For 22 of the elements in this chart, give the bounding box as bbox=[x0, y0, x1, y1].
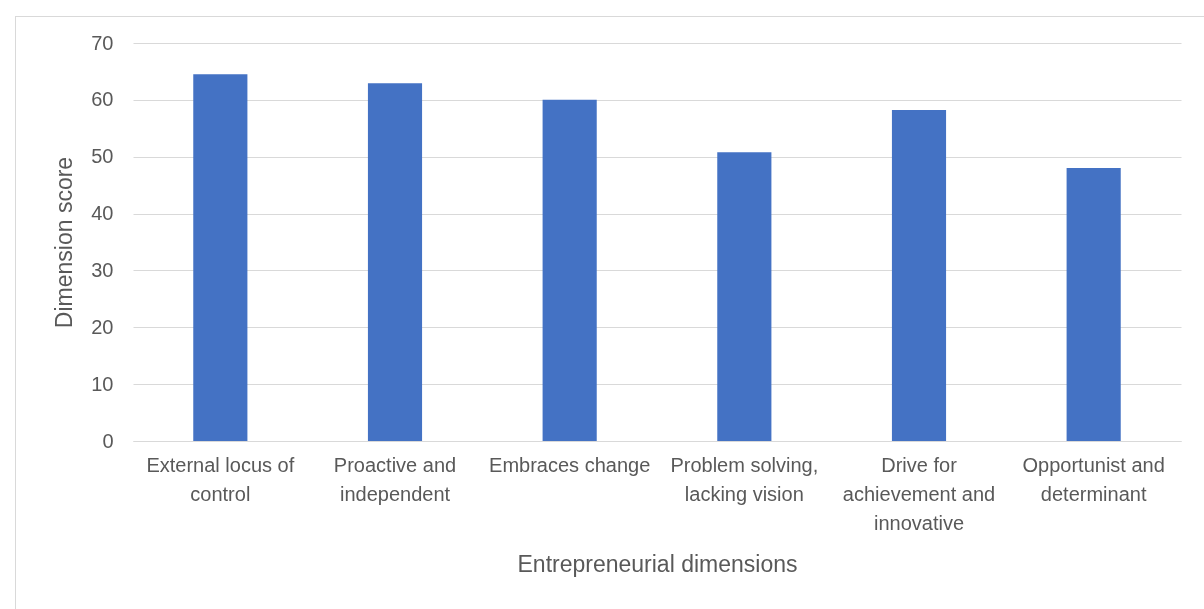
bar bbox=[717, 152, 772, 441]
x-tick-label: Problem solving, lacking vision bbox=[670, 453, 819, 505]
y-tick-label: 10 bbox=[91, 372, 114, 395]
bar bbox=[367, 83, 423, 441]
x-tick-label: Drive for achievement and innovative bbox=[842, 453, 996, 534]
bar bbox=[542, 99, 597, 441]
x-tick-label: External locus of control bbox=[146, 453, 295, 505]
x-tick-label: Opportunist and determinant bbox=[1022, 453, 1165, 505]
y-tick-label: 50 bbox=[91, 145, 114, 168]
y-tick-label: 0 bbox=[102, 429, 114, 452]
y-tick-label: 20 bbox=[91, 315, 114, 338]
y-axis-title: Dimension score bbox=[51, 156, 78, 329]
y-tick-label: 40 bbox=[91, 202, 114, 225]
bar bbox=[193, 74, 248, 441]
bar bbox=[1066, 168, 1121, 441]
bar bbox=[891, 110, 947, 441]
y-tick-label: 60 bbox=[91, 88, 114, 111]
y-tick-label: 70 bbox=[91, 31, 114, 54]
x-axis-title: Entrepreneurial dimensions bbox=[517, 550, 798, 577]
x-tick-label: Proactive and independent bbox=[333, 453, 457, 505]
y-tick-label: 30 bbox=[91, 258, 114, 281]
x-tick-label: Embraces change bbox=[489, 453, 651, 476]
